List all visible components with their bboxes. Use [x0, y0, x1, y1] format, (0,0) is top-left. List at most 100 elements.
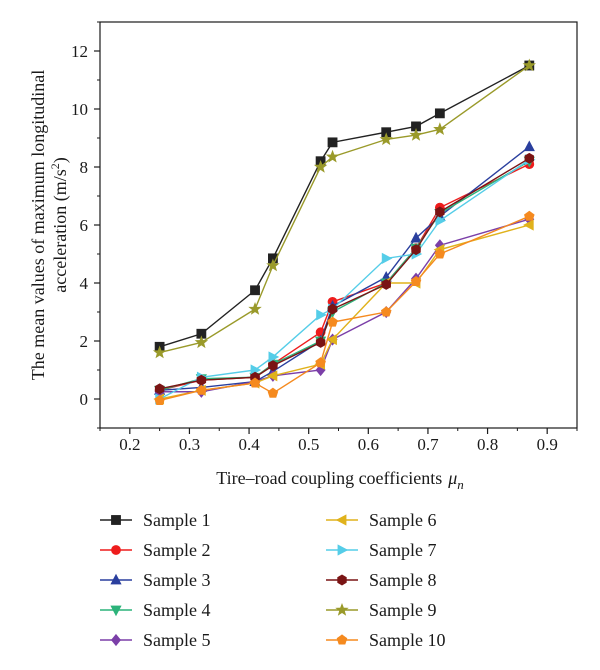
x-tick-label: 0.9	[537, 435, 558, 454]
data-point	[434, 248, 446, 259]
svg-text:The mean values of maximum lon: The mean values of maximum longitudinal	[28, 70, 48, 380]
legend-label: Sample 5	[143, 630, 211, 650]
legend-label: Sample 4	[143, 600, 211, 620]
data-point	[196, 384, 207, 395]
data-point	[250, 285, 260, 296]
data-point	[267, 387, 279, 398]
data-point	[381, 252, 393, 264]
data-point	[316, 309, 327, 321]
legend-item: Sample 2	[100, 540, 211, 560]
data-point	[433, 122, 447, 136]
data-point	[411, 244, 421, 256]
legend-marker	[111, 633, 121, 647]
data-point	[410, 275, 422, 287]
series-3	[154, 140, 535, 395]
series-line	[159, 159, 530, 400]
x-axis: 0.2 0.3 0.4 0.5 0.6 0.7 0.8 0.9	[99, 428, 578, 454]
x-tick-label: 0.5	[298, 435, 319, 454]
data-point	[522, 58, 537, 72]
data-point	[327, 303, 338, 315]
legend-label: Sample 3	[143, 570, 211, 590]
legend-label: Sample 10	[369, 630, 446, 650]
data-point	[381, 279, 391, 290]
y-tick-label: 4	[80, 274, 89, 293]
data-point	[326, 333, 337, 346]
legend-item: Sample 9	[326, 600, 437, 620]
data-point	[327, 316, 338, 327]
data-point	[380, 306, 392, 317]
data-point	[435, 215, 447, 227]
y-tick-label: 8	[80, 158, 89, 177]
data-point	[434, 108, 445, 119]
data-point	[524, 152, 535, 164]
x-tick-label: 0.3	[179, 435, 200, 454]
legend-label: Sample 7	[369, 540, 437, 560]
data-point	[196, 374, 207, 386]
data-point	[266, 258, 280, 272]
data-point	[409, 128, 423, 141]
legend-label: Sample 1	[143, 510, 211, 530]
series-8	[154, 152, 535, 395]
series-10	[154, 210, 535, 405]
legend-marker	[335, 602, 349, 616]
data-point	[154, 383, 165, 395]
legend-label: Sample 6	[369, 510, 437, 530]
data-point	[248, 302, 262, 315]
x-axis-label: Tire–road coupling coefficients μn	[216, 468, 464, 492]
series-9	[152, 58, 537, 359]
legend-marker	[111, 515, 121, 525]
data-point	[313, 159, 328, 173]
data-point	[435, 206, 445, 218]
legend-label: Sample 9	[369, 600, 437, 620]
legend-marker	[336, 634, 348, 645]
data-point	[315, 357, 326, 368]
series-line	[159, 215, 530, 402]
data-point	[379, 132, 393, 146]
legend-marker	[110, 573, 122, 585]
data-point	[152, 345, 167, 359]
x-tick-label: 0.6	[358, 435, 379, 454]
legend-marker	[110, 605, 122, 617]
legend-item: Sample 1	[100, 510, 211, 530]
data-point	[523, 140, 535, 152]
data-point	[523, 219, 534, 231]
y-tick-label: 0	[80, 390, 89, 409]
legend-item: Sample 10	[326, 630, 446, 650]
data-point	[524, 210, 535, 221]
legend-item: Sample 5	[100, 630, 211, 650]
data-point	[268, 360, 278, 372]
legend-marker	[111, 545, 121, 555]
data-point	[325, 149, 340, 163]
x-tick-label: 0.8	[477, 435, 498, 454]
x-tick-label: 0.4	[238, 435, 260, 454]
y-tick-label: 2	[80, 332, 89, 351]
series-line	[159, 64, 530, 354]
legend-item: Sample 4	[100, 600, 211, 620]
series-7	[155, 154, 536, 405]
y-axis-label: The mean values of maximum longitudinal …	[28, 70, 71, 380]
legend-marker	[335, 514, 347, 526]
series-line	[159, 157, 530, 390]
series-line	[159, 146, 530, 391]
y-tick-label: 12	[71, 42, 88, 61]
legend-label: Sample 8	[369, 570, 437, 590]
legend-label: Sample 2	[143, 540, 211, 560]
data-point	[266, 370, 278, 382]
series-layer	[152, 58, 537, 405]
series-line	[159, 224, 530, 400]
series-4	[154, 156, 535, 397]
legend-marker	[337, 544, 349, 556]
data-point	[268, 351, 280, 363]
data-point	[154, 394, 165, 405]
series-1	[154, 60, 535, 352]
legend-item: Sample 6	[326, 510, 437, 530]
y-axis: 0 2 4 6 8 10 12	[71, 21, 100, 429]
data-point	[327, 137, 338, 148]
y-tick-label: 6	[80, 216, 89, 235]
data-point	[194, 335, 209, 349]
svg-text:acceleration (m/s2): acceleration (m/s2)	[48, 157, 71, 292]
x-tick-label: 0.7	[417, 435, 439, 454]
legend-marker	[337, 574, 347, 586]
legend-item: Sample 3	[100, 570, 211, 590]
